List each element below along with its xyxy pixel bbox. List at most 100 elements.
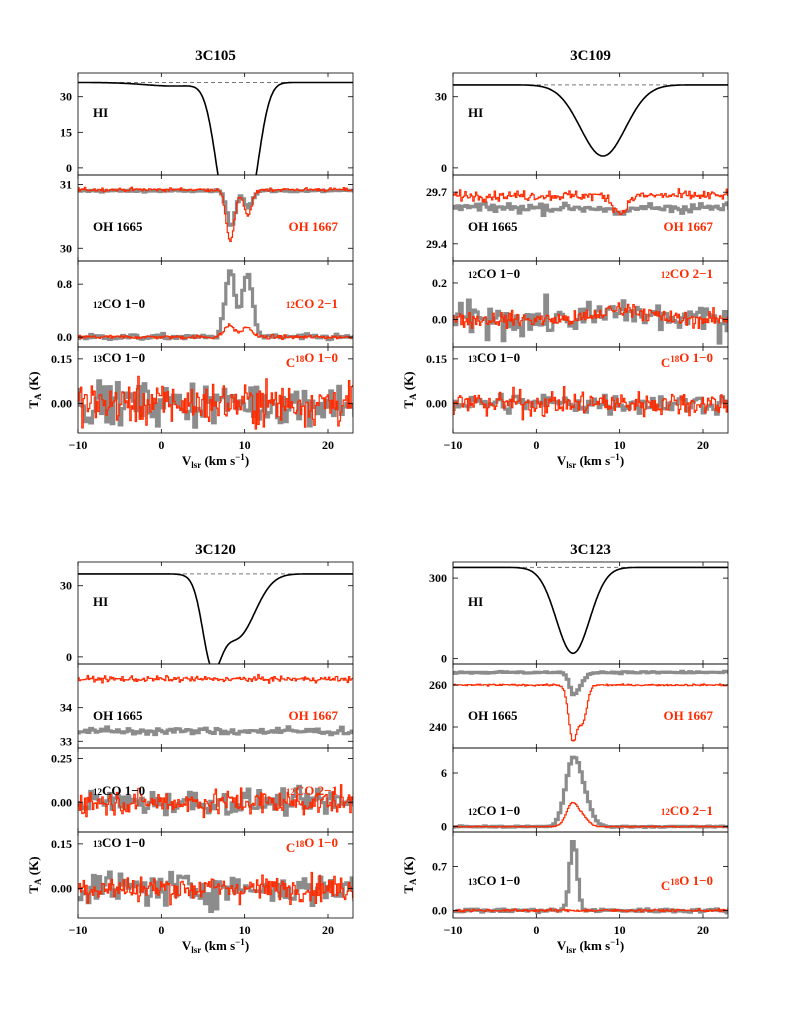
y-tick-label: 300: [429, 571, 447, 585]
panel-CO13: 0.0 0.7 13CO 1−0 C18O 1−0: [432, 831, 729, 919]
x-tick-label: 20: [697, 923, 709, 937]
label-OH-1667: OH 1667: [664, 708, 714, 723]
series-C18O-1-0: [78, 375, 353, 430]
y-tick-label: 0.15: [426, 352, 447, 366]
panel-CO12: 0.0 0.8 12CO 1−0 12CO 2−1: [57, 260, 354, 348]
panel-CO13: 0.00 0.15 13CO 1−0 C18O 1−0: [51, 346, 354, 434]
panel-frame: [77, 346, 354, 434]
chart-3C109: 3C109 0 30 HI 29.4 29.7 OH 1665 OH 1667 0.0 0.2 12…: [401, 48, 729, 470]
x-axis-label: Vlsr (km s−1): [182, 452, 249, 470]
y-tick-label: 6: [441, 766, 447, 780]
chart-title: 3C123: [570, 542, 611, 558]
x-tick-label: 10: [614, 923, 626, 937]
series-OH-1665: [78, 725, 353, 737]
y-tick-label: 0.00: [51, 396, 72, 410]
x-tick-label: 10: [239, 438, 251, 452]
panel-frame: [452, 831, 729, 919]
series-12CO-2-1: [78, 323, 353, 341]
label-C18O-1-0: C18O 1−0: [661, 873, 713, 893]
chart-3C120: 3C120 0 30 HI 33 34 OH 1665 OH 1667 0.00 0.25 12CO…: [26, 542, 354, 955]
label-12CO-2-1: 12CO 2−1: [286, 296, 338, 311]
y-tick-label: 0.0: [432, 903, 447, 917]
y-tick-label: 0.0: [57, 330, 72, 344]
chart-title: 3C105: [195, 48, 236, 64]
series-HI: [78, 81, 353, 175]
chart-3C105: 3C105 0 15 30 HI 30 31 OH 1665 OH 1667 0.0 0.8 12CO…: [26, 48, 354, 470]
y-tick-label: 0: [66, 161, 72, 175]
chart-title: 3C120: [195, 542, 236, 558]
x-tick-label: 20: [697, 438, 709, 452]
y-axis-label: TA (K): [26, 856, 43, 893]
label-13CO-1-0: 13CO 1−0: [468, 350, 520, 365]
x-tick-label: 10: [614, 438, 626, 452]
panel-frame: [77, 831, 354, 919]
series-C18O-1-0: [453, 386, 728, 421]
label-12CO-1-0: 12CO 1−0: [93, 783, 145, 798]
label-C18O-1-0: C18O 1−0: [661, 350, 713, 370]
x-tick-label: 0: [158, 438, 164, 452]
series-OH-1667: [453, 188, 728, 216]
panel-CO12: 0.0 0.2 12CO 1−0 12CO 2−1: [432, 260, 729, 348]
label-12CO-2-1: 12CO 2−1: [661, 266, 713, 281]
series-12CO-2-1: [453, 801, 728, 828]
panel-CO12: 0 6 12CO 1−0 12CO 2−1: [441, 747, 729, 834]
panel-HI: 0 15 30 HI: [60, 72, 354, 176]
panel-HI: 0 30 HI: [60, 561, 354, 665]
y-tick-label: 0.15: [51, 352, 72, 366]
y-tick-label: 0: [441, 652, 447, 666]
y-tick-label: 29.4: [426, 237, 447, 251]
y-tick-label: 0.25: [51, 752, 72, 766]
label-12CO-1-0: 12CO 1−0: [93, 296, 145, 311]
label-12CO-2-1: 12CO 2−1: [286, 783, 338, 798]
series-OH-1665: [453, 669, 728, 697]
series-HI: [453, 566, 728, 655]
label-HI: HI: [93, 105, 108, 120]
y-tick-label: 30: [60, 579, 72, 593]
label-C18O-1-0: C18O 1−0: [286, 835, 338, 855]
label-OH-1665: OH 1665: [93, 219, 143, 234]
label-C18O-1-0: C18O 1−0: [286, 350, 338, 370]
y-tick-label: 260: [429, 678, 447, 692]
y-tick-label: 0.8: [57, 277, 72, 291]
x-tick-label: −10: [444, 438, 463, 452]
label-OH-1665: OH 1665: [468, 219, 518, 234]
series-C18O-1-0: [78, 871, 353, 906]
y-axis-label: TA (K): [26, 371, 43, 408]
panel-frame: [452, 72, 729, 176]
y-tick-label: 29.7: [426, 185, 447, 199]
series-12CO-2-1: [78, 784, 353, 819]
series-OH-1665: [453, 201, 728, 217]
label-12CO-1-0: 12CO 1−0: [468, 266, 520, 281]
series-OH-1667: [78, 673, 353, 684]
series-OH-1665: [78, 188, 353, 227]
label-HI: HI: [93, 594, 108, 609]
panel-HI: 0 30 HI: [435, 72, 729, 176]
y-tick-label: 240: [429, 720, 447, 734]
series-13CO-1-0: [78, 379, 353, 429]
panel-frame: [452, 174, 729, 262]
x-tick-label: 0: [158, 923, 164, 937]
label-12CO-1-0: 12CO 1−0: [468, 803, 520, 818]
panel-HI: 0 300 HI: [429, 561, 729, 666]
x-axis-label: Vlsr (km s−1): [182, 937, 249, 955]
y-tick-label: 0.00: [51, 795, 72, 809]
panel-CO13: 0.00 0.15 13CO 1−0 C18O 1−0: [426, 346, 729, 434]
panel-OH: 30 31 OH 1665 OH 1667: [60, 174, 354, 262]
y-tick-label: 0.00: [51, 881, 72, 895]
x-tick-label: −10: [69, 923, 88, 937]
x-tick-label: −10: [444, 923, 463, 937]
series-12CO-1-0: [78, 269, 353, 342]
series-HI: [453, 84, 728, 157]
y-tick-label: 0.2: [432, 276, 447, 290]
label-HI: HI: [468, 594, 483, 609]
series-OH-1667: [78, 186, 353, 242]
panel-frame: [452, 663, 729, 749]
y-tick-label: 0.00: [426, 396, 447, 410]
y-tick-label: 30: [60, 90, 72, 104]
panel-OH: 33 34 OH 1665 OH 1667: [60, 663, 354, 749]
label-13CO-1-0: 13CO 1−0: [468, 873, 520, 888]
x-axis-label: Vlsr (km s−1): [557, 937, 624, 955]
label-12CO-2-1: 12CO 2−1: [661, 803, 713, 818]
y-tick-label: 0.7: [432, 860, 447, 874]
